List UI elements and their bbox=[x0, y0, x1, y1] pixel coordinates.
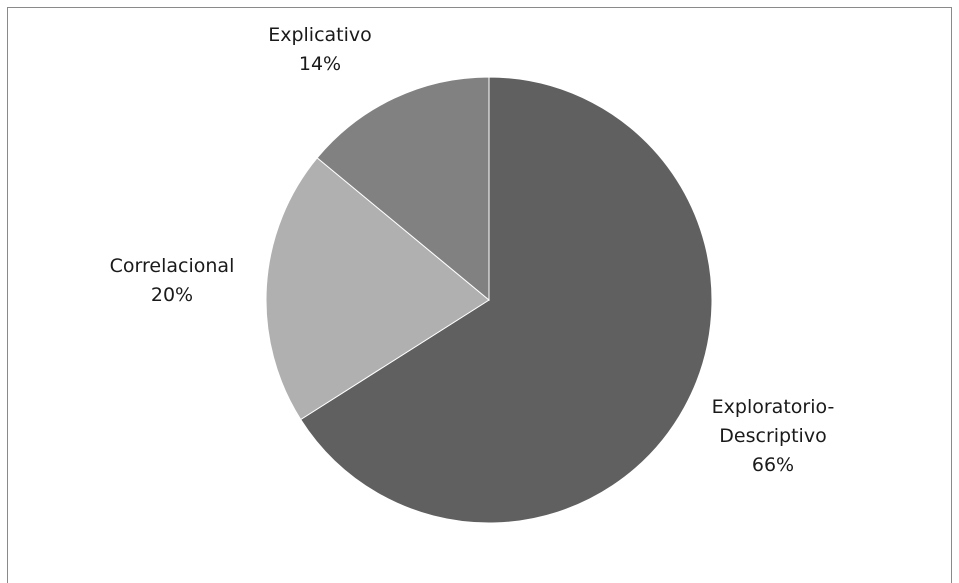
percent-label: 20% bbox=[151, 284, 193, 306]
percent-label: 66% bbox=[752, 454, 794, 476]
pie-slice-2 bbox=[265, 157, 490, 421]
category-label: Correlacional bbox=[110, 255, 235, 277]
data-label-2: Correlacional 20% bbox=[110, 255, 235, 306]
percent-label: 14% bbox=[299, 53, 341, 75]
pie-slice-1 bbox=[300, 76, 713, 524]
category-label: Explicativo bbox=[268, 24, 372, 46]
data-labels: Exploratorio- Descriptivo 66% Correlacional… bbox=[110, 24, 835, 476]
data-label-3: Explicativo 14% bbox=[268, 24, 372, 75]
category-label: Exploratorio- bbox=[712, 396, 835, 418]
pie-slices bbox=[265, 76, 713, 524]
data-label-1: Exploratorio- Descriptivo 66% bbox=[712, 396, 835, 476]
pie-slice-3 bbox=[316, 76, 490, 302]
category-label: Descriptivo bbox=[719, 425, 826, 447]
